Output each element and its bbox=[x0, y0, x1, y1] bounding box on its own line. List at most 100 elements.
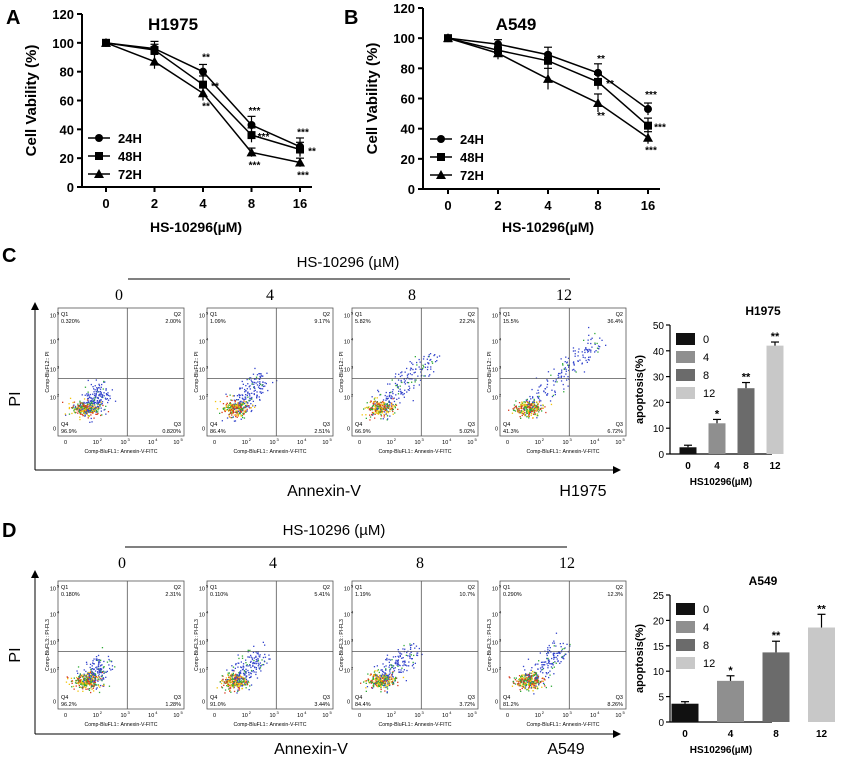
a549-flow-plot-4-ytick-exp-e4: 4 bbox=[206, 609, 209, 614]
h1975-apoptosis-legend-label-4: 4 bbox=[703, 352, 709, 364]
a549-flow-plot-12-scatter bbox=[508, 632, 571, 695]
a549-flow-plot-0-x-title: Comp-BluFL1:: Annexin-V-FITC bbox=[85, 722, 158, 728]
h1975-viability-series-24H-legend-label: 24H bbox=[118, 131, 142, 146]
a549-flow-plot-0-xtick-t3: 10 bbox=[120, 713, 126, 719]
a549-viability-xtick-label-0: 0 bbox=[444, 198, 451, 213]
h1975-flow-plot-12-ytick-t0: 0 bbox=[495, 426, 498, 432]
h1975-flow-plot-8-q4-value: 66.9% bbox=[355, 429, 371, 435]
a549-apoptosis-title: A549 bbox=[749, 574, 778, 588]
a549-viability-xtick-label-4: 4 bbox=[544, 198, 552, 213]
a549-viability-ytick-label-40: 40 bbox=[401, 122, 415, 137]
a549-flow-plot-0-xtick-t0: 0 bbox=[64, 713, 67, 719]
h1975-flow-plot-0-ytick-t3: 10 bbox=[50, 367, 56, 373]
viability-chart-h1975: 0 20 40 60 80 100 120 0 2 4 8 16 H1975 HS-10296(µM) Ce… bbox=[23, 7, 316, 235]
a549-flow-plot-4-q1-label: Q1 bbox=[210, 585, 217, 591]
h1975-flow-plot-12-q2-value: 36.4% bbox=[607, 319, 623, 325]
a549-viability-series-72H-point-8 bbox=[593, 98, 603, 108]
a549-flow-plot-0-frame bbox=[57, 580, 185, 710]
a549-viability-series-48H-legend-label: 48H bbox=[460, 150, 484, 165]
a549-flow-plot-12-q4-value: 81.2% bbox=[503, 702, 519, 708]
h1975-flow-plot-12-q1-value: 15.5% bbox=[503, 319, 519, 325]
h1975-viability-series-72H-point-4 bbox=[198, 88, 208, 98]
a549-flow-plot-0-ytick-exp-e2: 2 bbox=[57, 666, 60, 671]
h1975-flow-plot-0-ytick-t0: 0 bbox=[53, 426, 56, 432]
a549-viability-ytick-label-120: 120 bbox=[393, 1, 415, 16]
h1975-flow-plot-4-q3-value: 2.51% bbox=[314, 429, 330, 435]
h1975-flow-plot-0-xtick-exp-e4: 4 bbox=[155, 437, 158, 442]
h1975-apoptosis-ylabel: apoptosis(%) bbox=[634, 355, 646, 424]
a549-apoptosis-ytick-label-5: 5 bbox=[658, 693, 664, 704]
a549-flow-plot-0-q4-value: 96.2% bbox=[61, 702, 77, 708]
a549-flow-plot-4-xtick-t0: 0 bbox=[213, 713, 216, 719]
h1975-viability-title: H1975 bbox=[148, 15, 198, 34]
h1975-flow-plot-12-xtick-exp-e3: 3 bbox=[570, 437, 573, 442]
a549-flow-plot-12-q1-label: Q1 bbox=[503, 585, 510, 591]
panel-letter-b: B bbox=[344, 7, 358, 29]
h1975-apoptosis-bar-8 bbox=[737, 388, 755, 454]
a549-flow-plot-0-ytick-t3: 10 bbox=[50, 640, 56, 646]
h1975-flow-plot-8-ytick-exp-e4: 4 bbox=[351, 336, 354, 341]
h1975-flow-plot-8-ytick-t5: 10 bbox=[344, 314, 350, 320]
h1975-flow-plot-4-q2-label: Q2 bbox=[323, 312, 330, 318]
a549-apoptosis-ytick-label-20: 20 bbox=[653, 616, 665, 627]
h1975-viability-series-48H-point-2 bbox=[150, 46, 159, 55]
h1975-flow-plot-8-q1-label: Q1 bbox=[355, 312, 362, 318]
a549-flow-plot-8-xtick-exp-e5: 5 bbox=[474, 710, 477, 715]
h1975-flow-plot-4-xtick-t3: 10 bbox=[269, 440, 275, 446]
h1975-flow-plot-0-y-title: Comp-BluFL2:: PI bbox=[45, 351, 51, 392]
h1975-flow-plot-8-q4-label: Q4 bbox=[355, 422, 362, 428]
h1975-apoptosis-ytick-label-40: 40 bbox=[653, 347, 665, 358]
h1975-apoptosis-xtick-label-8: 8 bbox=[743, 461, 749, 472]
a549-flow-plot-0-q1-value: 0.180% bbox=[61, 592, 80, 598]
d-dose-label-12: 12 bbox=[559, 555, 575, 572]
a549-flow-plot-12-xtick-exp-e5: 5 bbox=[622, 710, 625, 715]
h1975-flow-plot-4-frame bbox=[206, 307, 334, 437]
h1975-flow-plot-8-ytick-t2: 10 bbox=[344, 396, 350, 402]
h1975-flow-plot-0-q2-label: Q2 bbox=[174, 312, 181, 318]
d-dose-label-8: 8 bbox=[416, 555, 424, 572]
h1975-flow-plot-0-ytick-t4: 10 bbox=[50, 339, 56, 345]
h1975-apoptosis-legend-swatch-8 bbox=[676, 369, 695, 381]
a549-apoptosis-bar-12-sig: ** bbox=[817, 603, 826, 615]
a549-viability-series-72H-sig-16: *** bbox=[645, 146, 657, 157]
a549-flow-plot-8-y-title: Comp-BluFL3:: PI-FL3 bbox=[339, 619, 345, 671]
h1975-flow-plot-0-q3-value: 0.820% bbox=[162, 429, 181, 435]
a549-flow-plot-12-ytick-t0: 0 bbox=[495, 699, 498, 705]
a549-flow-plot-0-ytick-t2: 10 bbox=[50, 669, 56, 675]
c-annexin-label: Annexin-V bbox=[287, 483, 361, 500]
h1975-viability-series-72H-point-0 bbox=[101, 37, 111, 47]
a549-flow-plot-8-x-title: Comp-BluFL1:: Annexin-V-FITC bbox=[379, 722, 452, 728]
h1975-flow-plot-4-ytick-t0: 0 bbox=[202, 426, 205, 432]
h1975-flow-plot-0-q1-value: 0.320% bbox=[61, 319, 80, 325]
h1975-flow-plot-8-ytick-t4: 10 bbox=[344, 339, 350, 345]
h1975-apoptosis-ytick-label-10: 10 bbox=[653, 424, 665, 435]
d-dose-label-0: 0 bbox=[118, 555, 126, 572]
a549-flow-plot-8-ytick-exp-e5: 5 bbox=[351, 584, 354, 589]
a549-flow-plot-4-xtick-exp-e4: 4 bbox=[304, 710, 307, 715]
h1975-flow-plot-4-q4-value: 86.4% bbox=[210, 429, 226, 435]
h1975-flow-plot-12-xtick-t5: 10 bbox=[615, 440, 621, 446]
h1975-viability-ytick-label-0: 0 bbox=[67, 180, 74, 195]
a549-flow-plot-4-q1-value: 0.110% bbox=[210, 592, 228, 598]
h1975-viability-series-72H-legend-label: 72H bbox=[118, 167, 142, 182]
a549-viability-series-48H-point-8 bbox=[594, 77, 602, 86]
c-dose-label-4: 4 bbox=[266, 287, 274, 304]
h1975-flow-plot-4-xtick-exp-e5: 5 bbox=[329, 437, 332, 442]
a549-flow-plot-8-q4-label: Q4 bbox=[355, 695, 362, 701]
a549-viability-series-72H-point-4 bbox=[543, 73, 553, 83]
a549-flow-plot-8-ytick-t2: 10 bbox=[344, 669, 350, 675]
a549-flow-plot-0-xtick-t2: 10 bbox=[93, 713, 99, 719]
a549-flow-plot-0-ytick-t5: 10 bbox=[50, 587, 56, 593]
h1975-viability-series-48H-point-4 bbox=[199, 80, 207, 89]
a549-flow-plot-12-xtick-exp-e2: 2 bbox=[542, 710, 545, 715]
h1975-viability-xtick-label-0: 0 bbox=[102, 196, 109, 211]
h1975-flow-plot-4-xtick-t0: 0 bbox=[213, 440, 216, 446]
a549-flow-plot-12-q4-label: Q4 bbox=[503, 695, 510, 701]
h1975-apoptosis-xtick-label-0: 0 bbox=[685, 461, 691, 472]
a549-flow-plot-4-scatter bbox=[216, 641, 271, 694]
h1975-flow-plot-8-xtick-t0: 0 bbox=[358, 440, 361, 446]
h1975-viability-ytick-label-100: 100 bbox=[52, 36, 74, 51]
h1975-viability-series-48H-sig-16: ** bbox=[308, 147, 316, 158]
a549-viability-xtick-label-8: 8 bbox=[594, 198, 601, 213]
